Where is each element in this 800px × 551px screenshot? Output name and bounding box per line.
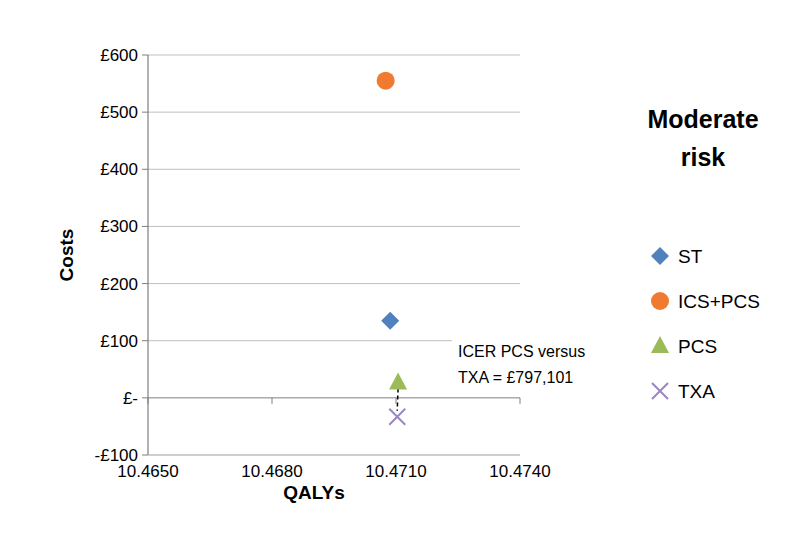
x-tick-label: 10.4740 xyxy=(489,462,550,481)
grid-line xyxy=(148,169,520,170)
y-tick xyxy=(142,55,148,56)
y-tick xyxy=(142,226,148,227)
x-tick-label: 10.4650 xyxy=(117,462,178,481)
y-tick-label: £400 xyxy=(100,160,138,179)
legend-marker xyxy=(652,383,668,399)
grid-line xyxy=(148,455,520,456)
y-tick xyxy=(142,397,148,398)
y-axis xyxy=(147,55,148,455)
annotation: TXA = £797,101 xyxy=(458,369,573,386)
x-tick xyxy=(396,398,397,404)
plot-area xyxy=(377,72,407,425)
grid-line xyxy=(148,397,520,398)
y-tick-label: £300 xyxy=(100,217,138,236)
x-tick xyxy=(272,398,273,404)
y-tick xyxy=(142,283,148,284)
legend-label: PCS xyxy=(678,336,717,357)
y-tick xyxy=(142,455,148,456)
x-tick xyxy=(520,398,521,404)
grid-line xyxy=(148,226,520,227)
y-tick xyxy=(142,169,148,170)
y-axis-label: Costs xyxy=(56,229,77,282)
grid-line xyxy=(148,112,520,113)
y-tick-label: £500 xyxy=(100,103,138,122)
point xyxy=(381,312,399,330)
x-tick-label: 10.4710 xyxy=(365,462,426,481)
x-tick-label: 10.4680 xyxy=(241,462,302,481)
point xyxy=(377,72,395,90)
x-range-line xyxy=(148,455,520,456)
grid-line xyxy=(148,55,520,56)
y-tick-label: £200 xyxy=(100,275,138,294)
legend-marker xyxy=(651,247,669,265)
annotation-bg xyxy=(452,337,608,397)
legend-marker xyxy=(651,292,669,310)
annotation: ICER PCS versus xyxy=(458,343,585,360)
y-tick-label: £600 xyxy=(100,46,138,65)
y-tick-label: £- xyxy=(123,389,138,408)
legend-label: ST xyxy=(678,246,703,267)
legend-label: TXA xyxy=(678,381,715,402)
legend-label: ICS+PCS xyxy=(678,291,760,312)
legend-marker xyxy=(651,336,669,353)
annotation-connector xyxy=(396,388,398,410)
point xyxy=(389,372,407,389)
x-axis-label: QALYs xyxy=(283,482,345,503)
y-tick xyxy=(142,340,148,341)
y-tick-label: £100 xyxy=(100,332,138,351)
grid-line xyxy=(148,283,520,284)
point xyxy=(389,409,405,425)
chart: -£100£-£100£200£300£400£500£60010.465010… xyxy=(0,0,800,551)
y-tick xyxy=(142,112,148,113)
chart-title: Moderate risk xyxy=(628,100,778,176)
page: {"chart_data": {"type": "scatter", "titl… xyxy=(0,0,800,551)
